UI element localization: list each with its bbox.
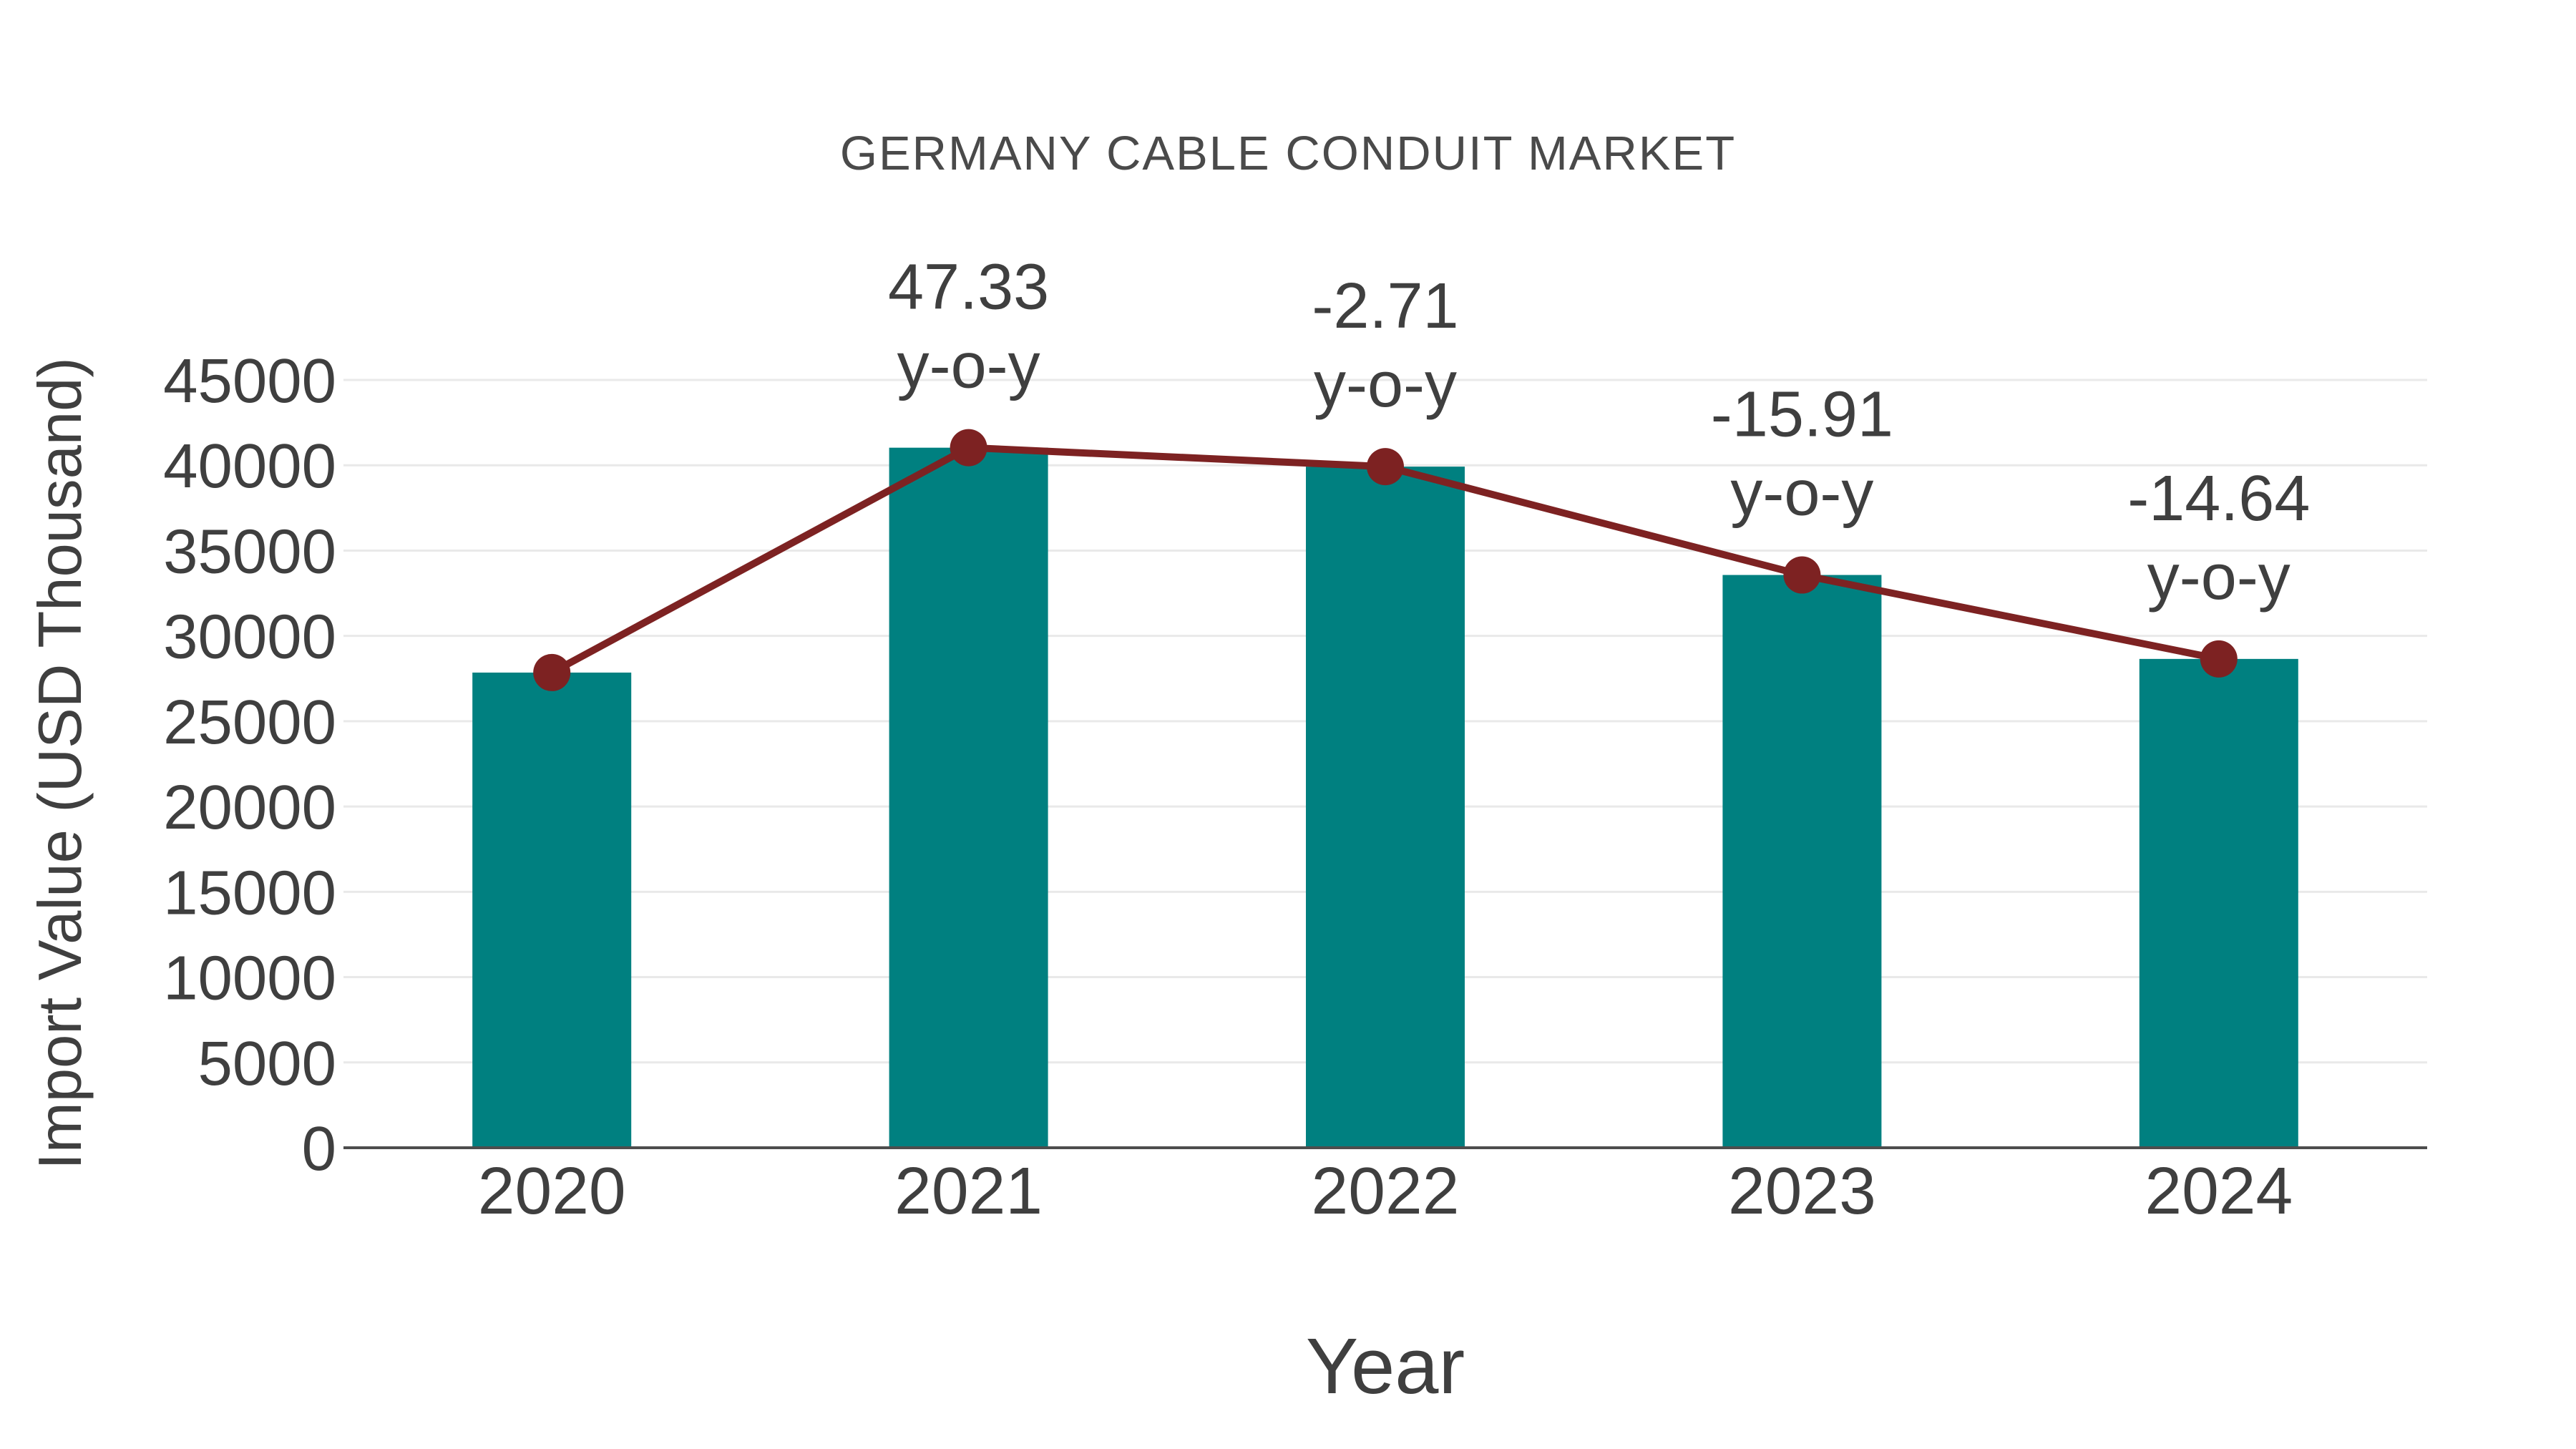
y-tick-label-40000: 40000 (163, 431, 336, 501)
annotation-yoy-2022: y-o-y (1314, 349, 1457, 421)
bar-2022 (1306, 467, 1465, 1148)
y-tick-label-20000: 20000 (163, 773, 336, 842)
marker-2024 (2200, 640, 2238, 678)
annotation-value-2021: 47.33 (888, 252, 1049, 323)
y-tick-label-5000: 5000 (197, 1029, 336, 1098)
x-tick-label-2022: 2022 (1312, 1153, 1460, 1228)
marker-2022 (1367, 448, 1404, 486)
marker-2023 (1783, 556, 1821, 594)
annotation-value-2023: -15.91 (1711, 379, 1893, 451)
x-tick-label-2020: 2020 (478, 1153, 626, 1228)
x-axis-title: Year (1305, 1322, 1465, 1410)
marker-2020 (533, 653, 571, 691)
annotation-yoy-2024: y-o-y (2147, 542, 2290, 613)
y-tick-label-45000: 45000 (163, 346, 336, 416)
y-tick-label-30000: 30000 (163, 602, 336, 672)
x-tick-label-2024: 2024 (2145, 1153, 2293, 1228)
annotation-yoy-2023: y-o-y (1730, 458, 1873, 530)
marker-2021 (950, 429, 987, 467)
y-tick-label-10000: 10000 (163, 944, 336, 1013)
annotation-value-2022: -2.71 (1312, 270, 1458, 342)
bar-2021 (889, 447, 1048, 1148)
annotation-yoy-2021: y-o-y (897, 331, 1040, 402)
y-tick-label-0: 0 (302, 1114, 336, 1184)
x-tick-label-2021: 2021 (894, 1153, 1043, 1228)
bar-2023 (1722, 575, 1882, 1148)
y-axis-title: Import Value (USD Thousand) (26, 357, 94, 1170)
x-tick-label-2023: 2023 (1728, 1153, 1876, 1228)
y-tick-label-25000: 25000 (163, 688, 336, 757)
bar-2024 (2139, 658, 2298, 1148)
annotation-value-2024: -14.64 (2127, 463, 2310, 535)
chart-title: GERMANY CABLE CONDUIT MARKET (839, 127, 1737, 180)
y-tick-label-15000: 15000 (163, 858, 336, 927)
y-tick-label-35000: 35000 (163, 517, 336, 586)
bar-2020 (472, 672, 632, 1148)
